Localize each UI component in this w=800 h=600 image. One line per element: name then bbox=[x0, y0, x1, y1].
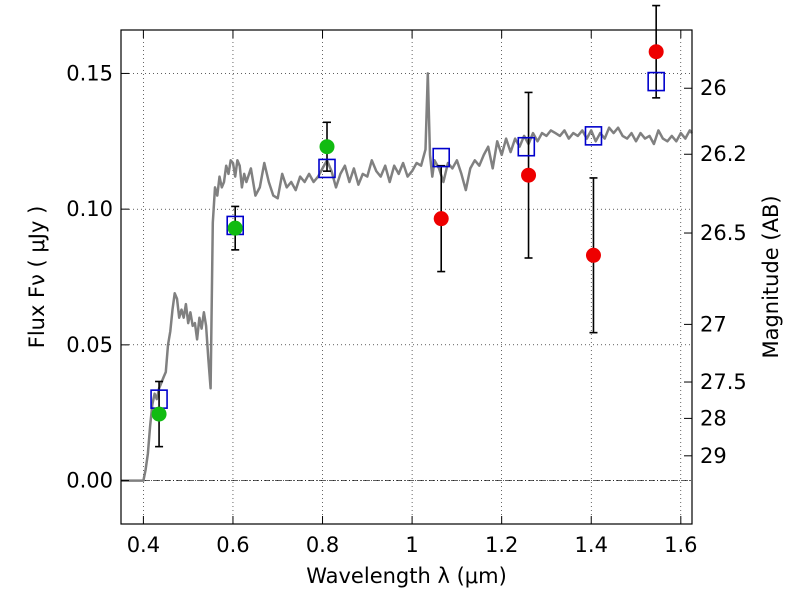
y-tick-label: 0.10 bbox=[66, 197, 113, 221]
x-axis-label: Wavelength λ (μm) bbox=[306, 564, 507, 588]
x-tick-label: 0.4 bbox=[127, 533, 160, 557]
model-spectrum-line bbox=[121, 72, 693, 482]
red-circle-marker bbox=[433, 211, 449, 227]
square-marker bbox=[318, 158, 336, 179]
square-marker bbox=[647, 71, 665, 92]
square-markers bbox=[150, 71, 665, 409]
green-circle-marker bbox=[151, 406, 167, 422]
red-circle-marker bbox=[648, 44, 664, 60]
y-axis-label: Flux Fν ( μJy ) bbox=[25, 206, 49, 349]
square-marker bbox=[432, 147, 451, 168]
circle-markers bbox=[151, 44, 664, 422]
right-axis-label: Magnitude (AB) bbox=[759, 195, 783, 358]
x-tick-label: 1.2 bbox=[485, 533, 518, 557]
right-tick-label: 28 bbox=[700, 406, 727, 430]
y-axis-ticks: 0.00 0.05 0.10 0.15 bbox=[66, 61, 129, 493]
right-tick-label: 29 bbox=[700, 444, 727, 468]
x-tick-label: 0.6 bbox=[216, 533, 249, 557]
model-spectrum bbox=[121, 72, 693, 482]
y-tick-label: 0.05 bbox=[66, 333, 113, 357]
y-tick-label: 0.00 bbox=[66, 469, 113, 493]
right-axis-ticks: 26 26.2 26.5 27 27.5 28 29 bbox=[684, 76, 747, 468]
square-marker bbox=[517, 136, 536, 157]
red-circle-marker bbox=[521, 167, 537, 183]
red-circle-marker bbox=[585, 247, 601, 263]
right-tick-label: 26.2 bbox=[700, 142, 747, 166]
x-tick-label: 0.8 bbox=[306, 533, 339, 557]
x-tick-label: 1.4 bbox=[575, 533, 608, 557]
grid bbox=[121, 30, 692, 524]
right-tick-label: 27 bbox=[700, 312, 727, 336]
right-tick-label: 27.5 bbox=[700, 370, 747, 394]
x-tick-label: 1 bbox=[405, 533, 418, 557]
right-tick-label: 26 bbox=[700, 76, 727, 100]
x-axis-ticks: 0.4 0.6 0.8 1 1.2 1.4 1.6 bbox=[127, 30, 698, 557]
green-circle-marker bbox=[227, 220, 243, 236]
x-tick-label: 1.6 bbox=[664, 533, 697, 557]
y-tick-label: 0.15 bbox=[66, 61, 113, 85]
square-marker bbox=[584, 126, 603, 146]
plot-frame bbox=[120, 29, 693, 525]
right-tick-label: 26.5 bbox=[700, 221, 747, 245]
green-circle-marker bbox=[319, 139, 335, 155]
